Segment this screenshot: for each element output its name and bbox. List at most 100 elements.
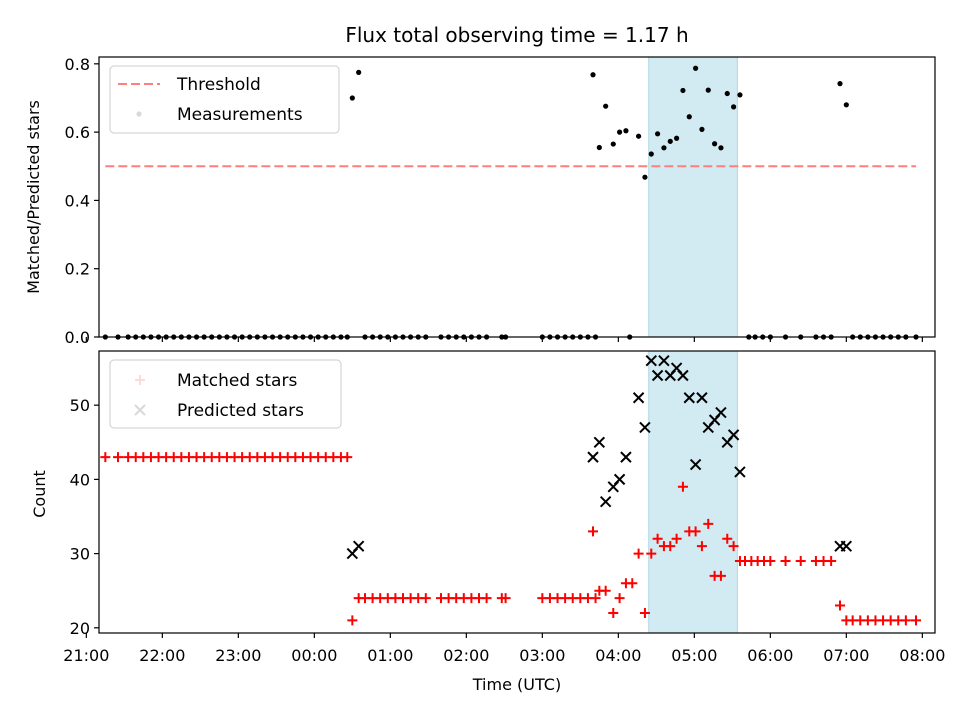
matched-stars-point [728,541,739,552]
legend-threshold-label: Threshold [176,75,261,95]
matched-stars-point [900,615,911,626]
matched-stars-point [627,578,638,589]
matched-stars-point [113,452,123,463]
top-legend-box [109,65,340,134]
x-tick-label: 05:00 [671,646,717,665]
matched-stars-point [100,452,111,463]
predicted-stars-point [696,392,708,404]
matched-stars-point [795,556,806,567]
bottom-y-tick-label: 40 [70,470,90,489]
measurement-point [843,102,849,108]
matched-stars-point [690,526,701,537]
matched-stars-point [500,593,511,604]
predicted-stars-point [677,369,689,382]
bottom-legend-box [109,359,342,429]
measurement-point [667,138,673,144]
predicted-stars-point [632,392,645,404]
top-observing-window-band [648,56,738,338]
measurement-point [623,128,629,134]
bottom-observing-window-band [648,350,738,634]
matched-stars-point [703,518,714,529]
matched-stars-point [633,548,644,559]
matched-stars-point [677,481,688,492]
measurement-point [661,145,667,151]
measurement-point [617,129,623,135]
legend-layer: Threshold Measurements Matched stars Predic… [109,65,342,429]
x-tick-label: 22:00 [139,646,185,665]
x-tick-label: 21:00 [63,646,109,665]
matched-stars-point [671,533,682,544]
predicted-stars-point [651,369,664,382]
background-layer [648,56,738,634]
top-y-tick-label: 0.6 [65,123,90,142]
text-layer: Flux total observing time = 1.17 h Match… [24,23,689,694]
measurement-point [680,87,686,94]
legend-matched-label: Matched stars [177,371,297,391]
measurement-point [693,65,699,71]
predicted-stars-point [840,540,853,552]
top-y-axis-label: Matched/Predicted stars [24,100,43,294]
matched-stars-point [590,593,601,604]
matched-stars-point [646,548,657,559]
measurement-point [705,87,711,93]
matched-stars-point [696,541,707,552]
legend-measurements-label: Measurements [177,105,303,125]
measurement-point [636,133,642,139]
x-tick-label: 03:00 [519,646,565,665]
measurement-point [642,174,648,180]
matched-stars-point [420,593,431,604]
measurement-point [674,135,680,141]
matched-stars-point [614,593,625,604]
measurement-point [718,145,724,151]
x-tick-label: 01:00 [367,646,413,665]
matched-stars-point [826,556,837,567]
measurement-point [712,141,718,147]
top-y-tick-label: 0.8 [65,55,90,74]
data-layer [100,65,921,626]
matched-stars-point [481,593,492,604]
measurement-point [610,141,616,147]
x-tick-label: 02:00 [443,646,489,665]
matched-stars-point [835,600,845,611]
matched-stars-point [722,533,733,544]
matched-stars-point [600,585,611,596]
top-y-tick-label: 0.2 [65,260,90,279]
measurement-point [737,92,743,98]
matched-stars-point [342,452,353,463]
predicted-stars-point [734,466,746,478]
top-chart-title: Flux total observing time = 1.17 h [345,23,688,47]
x-tick-label: 23:00 [215,646,261,665]
matched-stars-point [608,607,619,618]
matched-stars-point [780,556,791,567]
matched-stars-point [652,533,663,544]
matched-stars-point [639,607,650,618]
measurement-point [349,95,355,101]
bottom-y-tick-label: 50 [70,396,90,415]
measurement-point [724,90,730,97]
predicted-stars-point [658,354,670,367]
matched-stars-point [588,526,598,537]
measurement-point [648,151,654,157]
bottom-y-tick-label: 20 [70,619,90,638]
x-tick-label: 08:00 [899,646,945,665]
top-y-tick-label: 0.4 [65,191,90,210]
predicted-stars-point [683,392,695,404]
matched-stars-point [347,615,358,626]
predicted-stars-point [587,451,599,463]
predicted-stars-point [715,406,727,419]
measurement-point [603,103,609,109]
predicted-stars-point [645,354,657,367]
measurement-point [837,81,843,87]
predicted-stars-point [639,421,651,434]
predicted-stars-point [599,495,612,508]
measurement-point [356,69,362,75]
measurement-point [590,72,596,78]
predicted-stars-point [727,429,740,441]
measurement-point [655,131,661,137]
x-tick-label: 00:00 [291,646,337,665]
bottom-y-tick-label: 30 [70,545,90,564]
x-axis-label: Time (UTC) [472,675,561,694]
axes-layer: 0.0 0.2 0.4 0.6 0.8 20 30 40 50 21:00 22:00 23:00 00… [63,55,945,665]
predicted-stars-point [352,540,365,552]
